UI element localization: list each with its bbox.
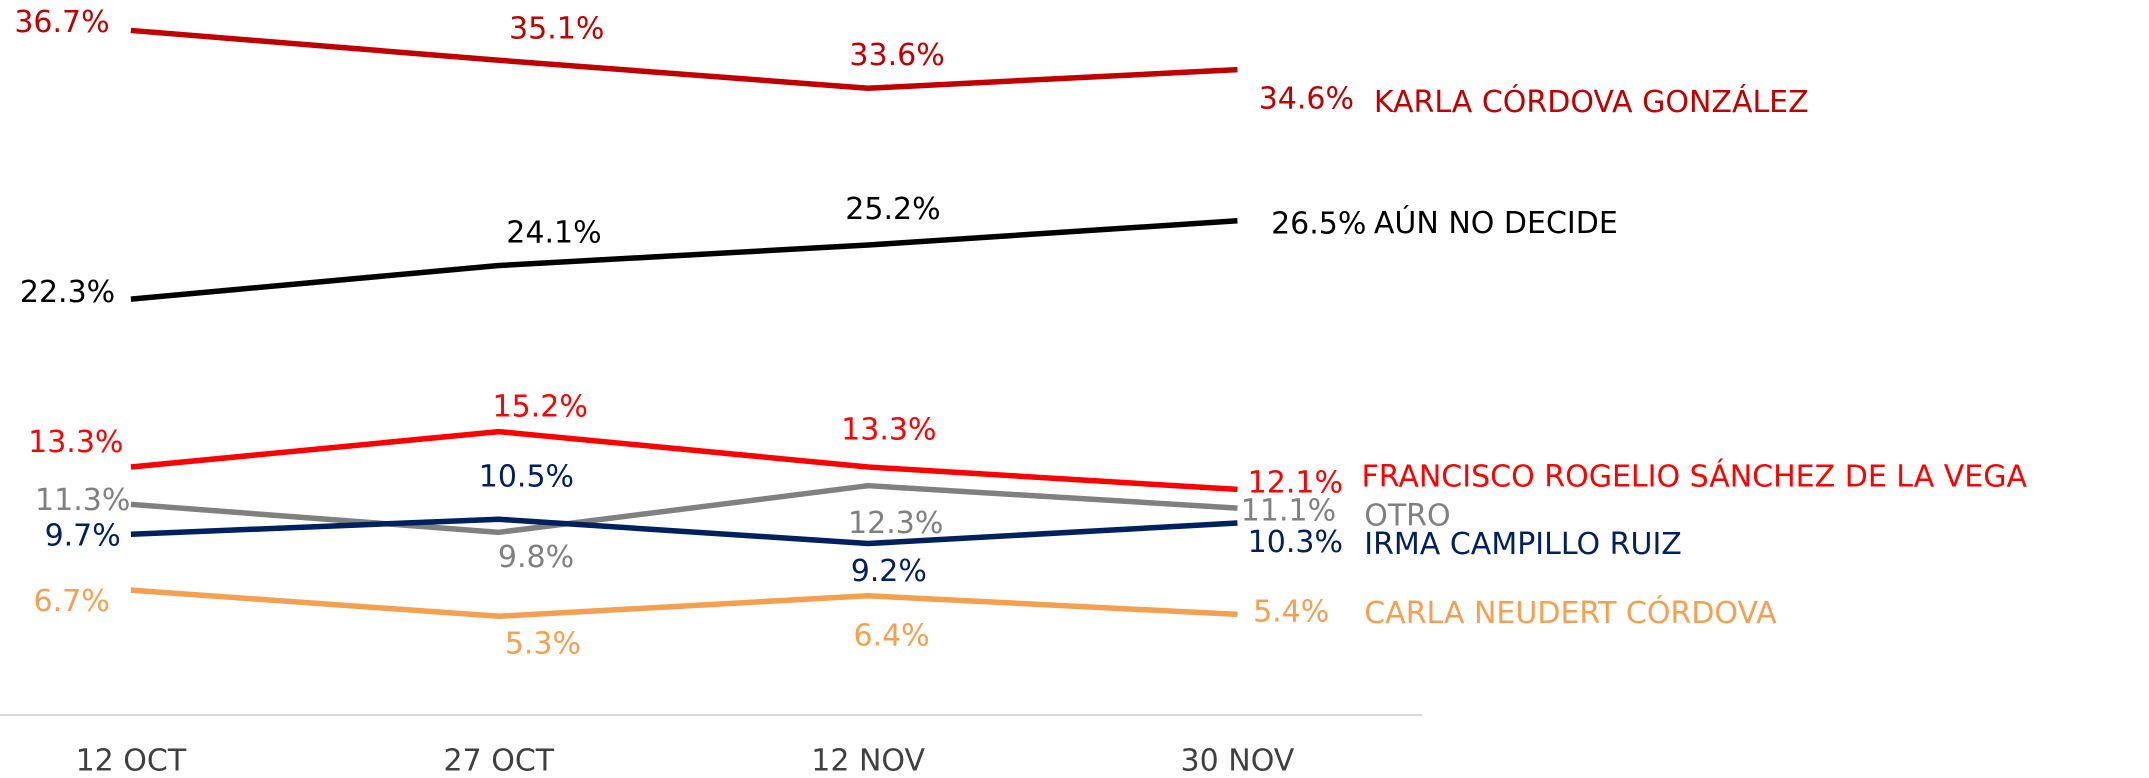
legend-label: AÚN NO DECIDE [1374,204,1618,241]
series-line [130,428,1238,493]
data-label: 9.7% [45,518,121,553]
data-label: 9.8% [498,540,574,575]
legend-label: IRMA CAMPILLO RUIZ [1364,527,1682,562]
data-label: 36.7% [14,5,109,40]
x-tick-label: 12 NOV [811,744,925,778]
data-label: 15.2% [493,390,588,425]
series-line [130,482,1238,536]
data-label: 11.3% [35,483,130,518]
data-label: 6.4% [853,619,929,654]
x-tick-label: 27 OCT [444,744,555,778]
x-tick-label: 12 OCT [76,744,187,778]
legend-label: KARLA CÓRDOVA GONZÁLEZ [1374,83,1809,120]
data-label: 24.1% [506,215,601,250]
series-line [130,587,1238,620]
data-label: 12.1% [1248,465,1343,500]
data-label: 11.1% [1241,494,1336,529]
data-label: 22.3% [20,275,115,310]
data-label: 26.5% [1271,206,1366,241]
data-label: 10.3% [1248,525,1343,560]
data-label: 13.3% [28,425,123,460]
data-label: 34.6% [1259,81,1354,116]
legend-label: FRANCISCO ROGELIO SÁNCHEZ DE LA VEGA [1361,459,2027,495]
data-label: 5.3% [505,627,581,662]
series-line [130,516,1238,547]
data-label: 12.3% [848,506,943,541]
legend-label: OTRO [1364,498,1450,533]
data-label: 5.4% [1253,595,1329,630]
data-label: 13.3% [841,413,936,448]
series-line [130,27,1238,92]
data-label: 25.2% [845,192,940,227]
data-label: 6.7% [34,584,110,619]
data-label: 9.2% [851,554,927,589]
data-label: 10.5% [479,459,574,494]
x-tick-label: 30 NOV [1181,744,1295,778]
legend-label: CARLA NEUDERT CÓRDOVA [1364,594,1777,631]
data-label: 35.1% [509,11,604,46]
series-line [130,217,1238,302]
data-label: 33.6% [849,38,944,73]
